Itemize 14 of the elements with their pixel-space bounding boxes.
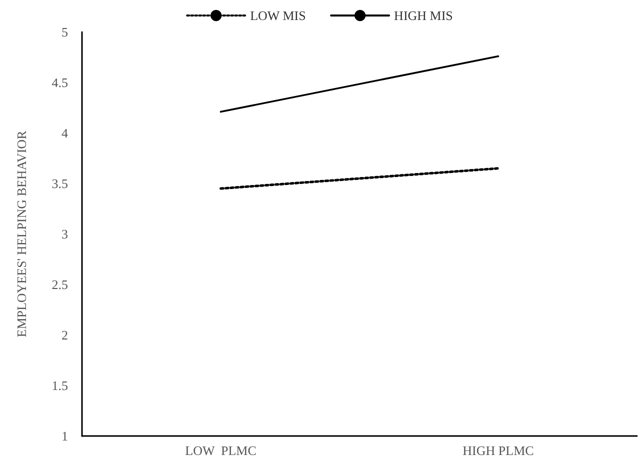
y-tick-label: 2 bbox=[62, 328, 68, 342]
y-tick-label: 2.5 bbox=[52, 277, 68, 292]
y-tick-label: 1 bbox=[62, 428, 68, 444]
legend-label: LOW MIS bbox=[250, 8, 306, 23]
y-axis-title: EMPLOYEES' HELPING BEHAVIOR bbox=[14, 130, 29, 338]
y-tick-label: 3 bbox=[62, 226, 68, 242]
y-tick-label: 4.5 bbox=[52, 75, 68, 90]
legend-label: HIGH MIS bbox=[394, 8, 453, 23]
y-tick-label: 3.5 bbox=[52, 176, 68, 191]
y-tick-label: 4 bbox=[62, 126, 68, 140]
x-tick-label: HIGH PLMC bbox=[462, 443, 534, 458]
y-tick-label: 5 bbox=[62, 24, 68, 40]
y-tick-label: 1.5 bbox=[52, 378, 68, 393]
x-tick-label: LOW PLMC bbox=[185, 443, 256, 458]
